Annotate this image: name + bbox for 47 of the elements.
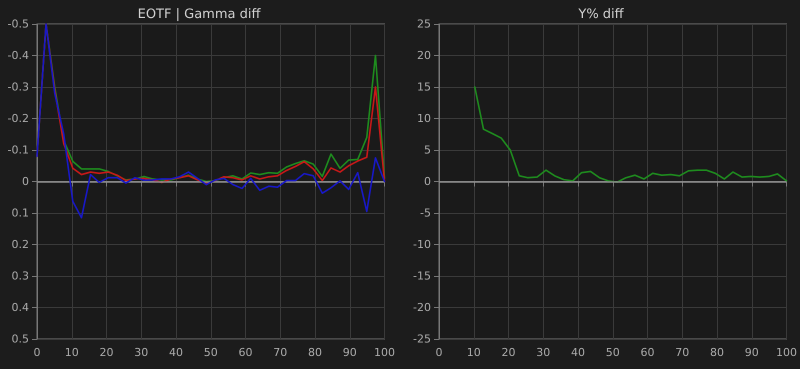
x-tick-label: 50 bbox=[204, 346, 218, 359]
x-tick-label: 100 bbox=[374, 346, 395, 359]
y-tick-label: -0.2 bbox=[8, 112, 29, 125]
y-tick-label: 10 bbox=[417, 112, 431, 125]
chart-title: EOTF | Gamma diff bbox=[138, 7, 262, 22]
y-tick-label: -25 bbox=[413, 332, 431, 346]
x-tick-label: 30 bbox=[536, 346, 550, 359]
y-tick-label: 5 bbox=[424, 144, 431, 156]
x-tick-label: 50 bbox=[606, 346, 620, 359]
x-tick-label: 80 bbox=[308, 346, 322, 359]
x-tick-label: 20 bbox=[100, 346, 114, 359]
y-tick-label: 0 bbox=[424, 175, 431, 188]
y-tick-label: -15 bbox=[413, 270, 431, 282]
x-tick-label: 0 bbox=[34, 346, 40, 359]
x-tick-label: 60 bbox=[238, 346, 252, 359]
x-tick-label: 90 bbox=[744, 346, 759, 359]
y-tick-label: -0.4 bbox=[8, 49, 29, 62]
y-tick-label: -5 bbox=[420, 206, 431, 220]
x-tick-label: 90 bbox=[342, 346, 357, 359]
y-tick-label: 20 bbox=[417, 49, 431, 62]
y-tick-label: 0 bbox=[22, 175, 29, 188]
y-tick-label: -0.1 bbox=[8, 144, 29, 156]
x-tick-label: 100 bbox=[776, 346, 797, 359]
y-tick-label: -10 bbox=[413, 238, 431, 251]
y-tick-label: 0.5 bbox=[12, 332, 29, 346]
y-tick-label: 0.3 bbox=[12, 270, 29, 282]
x-tick-label: 20 bbox=[502, 346, 516, 359]
x-tick-label: 10 bbox=[64, 346, 79, 359]
x-tick-label: 40 bbox=[169, 346, 183, 359]
x-tick-label: 10 bbox=[466, 346, 481, 359]
y-tick-label: -20 bbox=[413, 301, 431, 314]
x-tick-label: 0 bbox=[436, 346, 442, 359]
x-tick-label: 30 bbox=[134, 346, 148, 359]
x-tick-label: 60 bbox=[640, 346, 654, 359]
y-tick-label: -0.3 bbox=[8, 80, 29, 94]
x-tick-label: 40 bbox=[571, 346, 585, 359]
x-tick-label: 70 bbox=[675, 346, 690, 359]
y-tick-label: -0.5 bbox=[8, 18, 29, 30]
y-tick-label: 25 bbox=[417, 18, 431, 30]
x-tick-label: 70 bbox=[273, 346, 288, 359]
y-tick-label: 0.2 bbox=[12, 238, 29, 251]
x-tick-label: 80 bbox=[710, 346, 724, 359]
y-tick-label: 15 bbox=[417, 80, 431, 94]
y-tick-label: 0.1 bbox=[12, 206, 29, 220]
y-tick-label: 0.4 bbox=[12, 301, 29, 314]
line-series bbox=[474, 86, 788, 183]
chart-title: Y% diff bbox=[577, 7, 625, 22]
